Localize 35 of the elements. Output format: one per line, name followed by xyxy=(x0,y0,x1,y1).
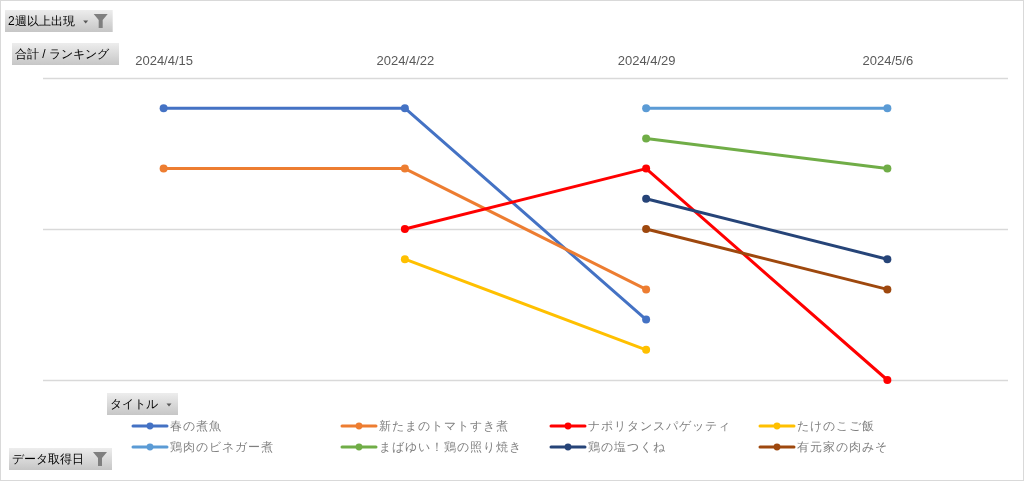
point xyxy=(642,164,651,173)
point xyxy=(400,255,409,264)
legend-label: 鶏肉のビネガー煮 xyxy=(170,440,274,455)
legend-label: ナポリタンスパゲッティ xyxy=(588,419,731,434)
legend-label: 新たまのトマトすき煮 xyxy=(379,419,509,434)
point xyxy=(883,104,892,113)
point xyxy=(159,164,168,173)
point xyxy=(642,315,651,324)
point xyxy=(883,164,892,173)
point xyxy=(400,164,409,173)
x-tick-label: 2024/4/29 xyxy=(617,52,676,68)
legend-label: まばゆい！鶏の照り焼き xyxy=(379,440,522,455)
point xyxy=(642,134,651,143)
point xyxy=(883,376,892,384)
legend-label: 春の煮魚 xyxy=(170,419,222,434)
point xyxy=(159,104,168,113)
legend-label: たけのこご飯 xyxy=(797,419,875,434)
point xyxy=(883,285,892,294)
point xyxy=(642,285,651,294)
text: データ取得日 xyxy=(12,452,84,467)
x-tick-label: 2024/5/6 xyxy=(862,52,914,68)
x-tick-label: 2024/4/15 xyxy=(135,52,194,68)
point xyxy=(400,225,409,233)
text: 2週以上出現 xyxy=(8,14,75,29)
legend-label: 有元家の肉みそ xyxy=(797,440,888,455)
point xyxy=(883,255,892,264)
point xyxy=(642,225,651,233)
point xyxy=(642,345,651,354)
point xyxy=(400,104,409,113)
y-axis-title: 合計 / ランキング xyxy=(15,47,110,62)
legend-label: 鶏の塩つくね xyxy=(588,440,666,455)
x-tick-label: 2024/4/22 xyxy=(376,52,435,68)
legend-title: タイトル xyxy=(110,397,158,412)
point xyxy=(642,194,651,203)
point xyxy=(642,104,651,113)
